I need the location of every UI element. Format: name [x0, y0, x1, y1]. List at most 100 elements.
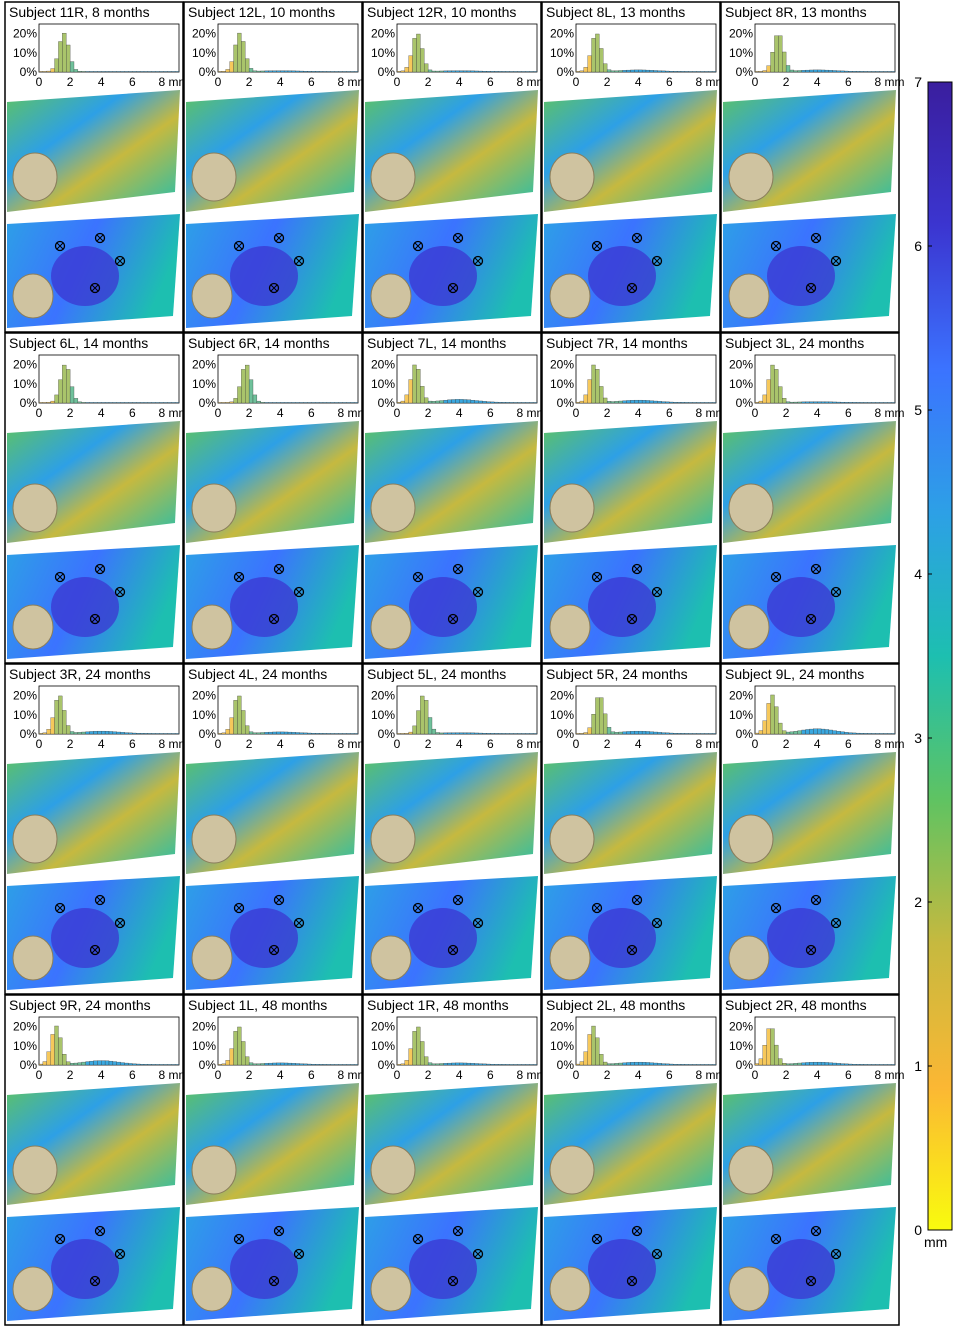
- sample-marker-cross: [56, 573, 64, 581]
- histogram-bar: [136, 733, 141, 735]
- histogram-bar: [482, 733, 487, 735]
- panel-title: Subject 6L, 14 months: [9, 335, 148, 351]
- histogram-bar: [350, 733, 355, 735]
- histogram-bar: [459, 732, 464, 735]
- x-tick-label: 4: [635, 406, 642, 420]
- histogram-bar: [108, 402, 114, 404]
- histogram-bar: [817, 728, 822, 735]
- histogram-bar: [299, 70, 304, 73]
- sample-marker-cross: [772, 242, 780, 250]
- histogram-bar: [315, 733, 320, 735]
- histogram-bar: [883, 402, 888, 404]
- x-tick-label: 0: [36, 737, 43, 751]
- histogram-bar: [416, 710, 421, 735]
- y-tick-label: 20%: [729, 1020, 753, 1034]
- histogram-bar: [587, 1034, 592, 1066]
- histogram-bar: [404, 67, 409, 73]
- histogram-bar: [112, 731, 117, 735]
- y-tick-label: 0%: [20, 727, 38, 741]
- x-tick-label: 0: [36, 75, 43, 89]
- histogram-bar: [287, 70, 293, 73]
- bone-render: [728, 1145, 774, 1195]
- histogram-bar: [766, 379, 771, 404]
- histogram-bar: [657, 401, 662, 404]
- histogram-bar: [268, 402, 273, 404]
- histogram-bar: [708, 733, 713, 735]
- histogram-bar: [268, 731, 273, 735]
- histogram-bar: [754, 732, 760, 735]
- histogram-bar: [501, 733, 507, 735]
- histogram-bar: [241, 369, 246, 404]
- bone-render: [549, 814, 595, 864]
- sample-marker-cross: [91, 615, 99, 623]
- histogram-bar: [657, 732, 662, 735]
- histogram-bar: [81, 731, 86, 735]
- sample-marker: [830, 586, 842, 598]
- sample-marker: [268, 613, 280, 625]
- bone-render: [728, 935, 770, 981]
- sample-marker: [233, 571, 245, 583]
- y-tick-label: 10%: [13, 377, 37, 391]
- thick-region: [51, 246, 119, 306]
- histogram-bar: [525, 733, 530, 735]
- sample-marker: [89, 282, 101, 294]
- bone-render: [549, 1266, 591, 1312]
- bone-render: [728, 604, 770, 650]
- histogram-bar: [50, 1034, 55, 1066]
- subject-panel: Subject 4L, 24 months 0% 10% 20% 0 2 4 6 8 mm: [183, 663, 367, 995]
- histogram-bar: [638, 69, 643, 73]
- y-tick-label: 0%: [736, 65, 754, 79]
- histogram-bar: [93, 731, 98, 735]
- histogram-bar: [283, 402, 289, 404]
- sample-marker: [770, 571, 782, 583]
- histogram-bar: [820, 69, 826, 73]
- histogram-bar: [649, 731, 654, 735]
- sample-marker-cross: [807, 615, 815, 623]
- colorbar-tick-label: 5: [914, 402, 922, 418]
- sample-marker: [472, 586, 484, 598]
- histogram-bar: [322, 1064, 328, 1066]
- sample-marker-cross: [56, 904, 64, 912]
- histogram-bar: [836, 1063, 841, 1066]
- sample-marker-cross: [449, 284, 457, 292]
- histogram-bar: [451, 70, 456, 73]
- histogram-bar: [669, 71, 674, 73]
- histogram-bar: [260, 70, 265, 73]
- histogram-bar: [692, 733, 697, 735]
- y-tick-label: 20%: [192, 358, 216, 372]
- histogram-bar: [871, 402, 876, 404]
- x-tick-label: 2: [783, 737, 790, 751]
- x-tick-label: 6: [845, 75, 852, 89]
- y-tick-label: 20%: [550, 358, 574, 372]
- thick-region: [767, 577, 835, 637]
- histogram-bar: [521, 71, 526, 73]
- sample-marker: [268, 1275, 280, 1287]
- y-tick-label: 20%: [192, 27, 216, 41]
- subject-panel: Subject 3R, 24 months 0% 10% 20% 0 2 4 6 8 mm: [4, 663, 188, 995]
- thick-region: [409, 908, 477, 968]
- histogram-bar: [248, 731, 254, 735]
- histogram-bar: [400, 400, 405, 404]
- sample-marker: [94, 232, 106, 244]
- histogram-bar: [303, 732, 308, 735]
- histogram-bar: [420, 695, 425, 735]
- histogram-bar: [879, 71, 884, 73]
- histogram-bar: [116, 402, 121, 404]
- histogram-bar: [766, 1028, 771, 1066]
- histogram-bar: [525, 71, 530, 73]
- histogram-bar: [778, 386, 783, 404]
- sample-marker-cross: [633, 565, 641, 573]
- histogram-bar: [505, 402, 510, 404]
- histogram-bar: [626, 400, 631, 404]
- histogram-bar: [280, 1062, 285, 1066]
- histogram-bar: [260, 732, 265, 735]
- y-tick-label: 0%: [378, 65, 396, 79]
- histogram-bar: [408, 55, 413, 73]
- histogram-bar: [883, 1064, 888, 1066]
- sample-marker: [447, 282, 459, 294]
- histogram-bar: [774, 706, 779, 735]
- histogram-bar: [171, 71, 176, 73]
- sample-marker: [472, 1248, 484, 1260]
- x-tick-label: 4: [277, 737, 284, 751]
- x-tick-label: 6: [666, 75, 673, 89]
